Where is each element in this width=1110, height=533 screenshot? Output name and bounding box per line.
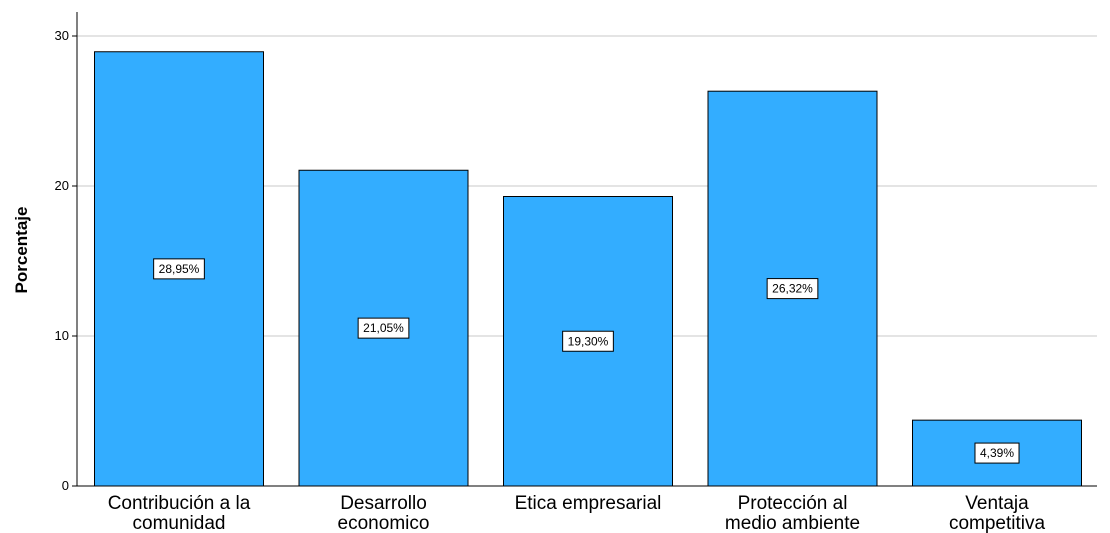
y-ticks: 0 10 20 30: [55, 28, 77, 493]
data-label-box: [562, 330, 614, 352]
data-label-box: [766, 278, 819, 300]
axes: [76, 12, 1097, 487]
data-label: 19,30%: [562, 330, 614, 352]
x-tick-labels: Contribución a la comunidad Desarrollo econ…: [108, 493, 1046, 533]
data-label-text: 28,95%: [159, 262, 200, 276]
data-label: 4,39%: [974, 442, 1020, 464]
data-label-text: 19,30%: [568, 334, 609, 348]
y-tick-label: 0: [62, 478, 69, 493]
data-label-text: 26,32%: [772, 282, 813, 296]
x-tick-label: Ventaja competitiva: [949, 493, 1046, 533]
data-label-box: [153, 258, 205, 280]
y-tick-label: 30: [55, 28, 69, 43]
x-tick-label: Contribución a la comunidad: [108, 493, 251, 533]
data-label: 21,05%: [357, 317, 410, 339]
x-tick-label: Desarrollo economico: [338, 493, 430, 533]
data-labels: 28,95% 21,05% 19,30% 26,32% 4,39%: [153, 258, 1020, 464]
data-label-box: [357, 317, 410, 339]
data-label: 28,95%: [153, 258, 205, 280]
bars: [94, 51, 1082, 487]
y-tick-label: 20: [55, 178, 69, 193]
y-axis-title: Porcentaje: [12, 207, 31, 294]
y-tick-label: 10: [55, 328, 69, 343]
x-tick-label: Etica empresarial: [515, 493, 662, 514]
data-label: 26,32%: [766, 278, 819, 300]
data-label-text: 4,39%: [980, 446, 1014, 460]
data-label-text: 21,05%: [363, 321, 404, 335]
x-tick-label: Protección al medio ambiente: [725, 493, 860, 533]
data-label-box: [974, 442, 1020, 464]
